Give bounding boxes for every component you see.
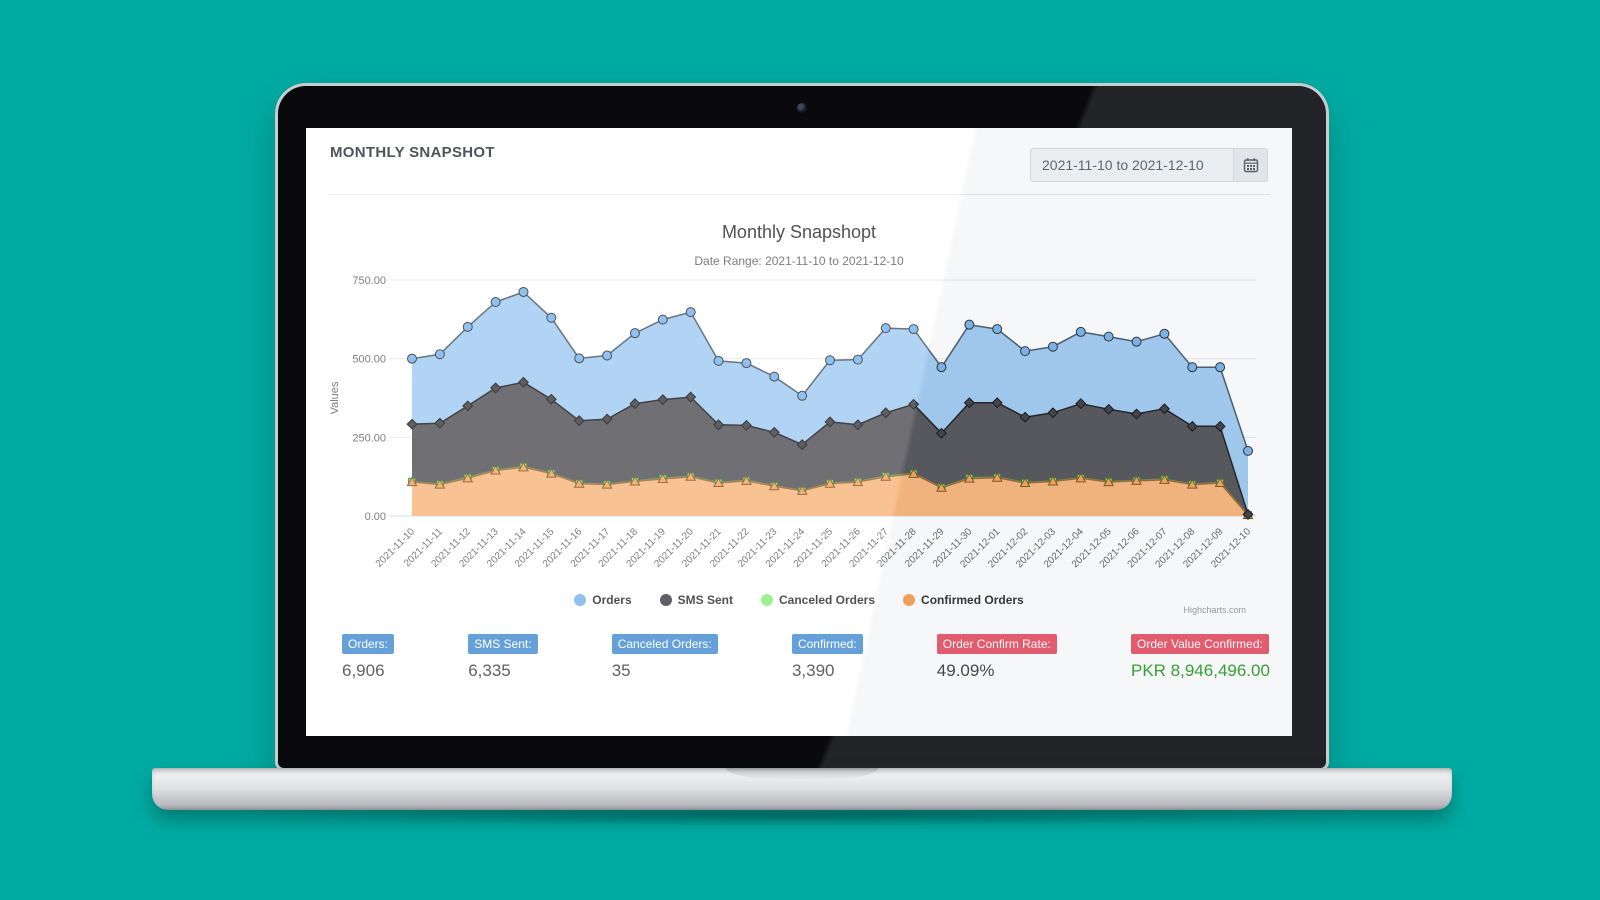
chart-title: Monthly Snapshopt [721,222,877,242]
orders-legend-dot-icon [574,594,587,606]
stat-badge: Order Value Confirmed: [1131,634,1269,654]
legend-item-canceled-orders[interactable]: Canceled Orders [760,593,875,607]
chart-legend: Orders SMS Sent Canceled Orders Confirme… [306,590,1292,610]
stat-canceled-orders: Canceled Orders: 35 [611,634,718,681]
stat-value: 35 [611,661,631,680]
date-range-picker[interactable]: 2021-11-10 to 2021-12-10 [1030,148,1268,182]
stat-orders: Orders: 6,906 [342,634,395,681]
chart-subtitle: Date Range: 2021-11-10 to 2021-12-10 [694,254,904,268]
laptop-base [152,768,1452,810]
highcharts-credit-link[interactable]: Highcharts.com [1183,605,1246,615]
page-title: MONTHLY SNAPSHOT [330,144,495,161]
stat-sms-sent: SMS Sent: 6,335 [468,634,538,681]
stat-badge: SMS Sent: [468,634,538,654]
stat-confirmed: Confirmed: 3,390 [791,634,863,681]
summary-stats-row: Orders: 6,906 SMS Sent: 6,335 Canceled O… [342,634,1270,681]
monthly-snapshot-chart: 750.00500.00250.000.00Values2021-11-1020… [329,275,1256,570]
svg-text:750.00: 750.00 [352,275,386,287]
legend-item-confirmed-orders[interactable]: Confirmed Orders [903,593,1024,607]
webcam-dot [797,103,807,113]
stat-badge: Canceled Orders: [611,634,718,654]
svg-text:0.00: 0.00 [365,511,386,523]
svg-text:Values: Values [329,381,341,414]
canceled-orders-legend-dot-icon [760,594,773,606]
laptop-base-notch [726,768,878,781]
svg-text:500.00: 500.00 [352,354,386,366]
stat-value: 3,390 [791,661,835,680]
calendar-icon[interactable] [1233,149,1267,181]
stat-value: PKR 8,946,496.00 [1131,661,1270,680]
date-range-input[interactable]: 2021-11-10 to 2021-12-10 [1042,157,1204,173]
stat-order-confirm-rate: Order Confirm Rate: 49.09% [936,634,1057,681]
stat-value: 6,335 [468,661,511,680]
legend-item-sms-sent[interactable]: SMS Sent [659,593,733,607]
legend-item-orders[interactable]: Orders [574,593,632,607]
stat-value: 6,906 [342,661,385,680]
svg-text:250.00: 250.00 [352,432,386,444]
stat-badge: Orders: [342,634,395,654]
laptop-screen: MONTHLY SNAPSHOT 2021-11-10 to 2021-12-1… [306,128,1292,736]
stat-badge: Order Confirm Rate: [936,634,1057,654]
stat-badge: Confirmed: [791,634,863,654]
stat-order-value-confirmed: Order Value Confirmed: PKR 8,946,496.00 [1131,634,1270,681]
header-divider [328,194,1270,195]
sms-sent-legend-dot-icon [659,594,672,606]
laptop-lid: MONTHLY SNAPSHOT 2021-11-10 to 2021-12-1… [278,86,1326,768]
stat-value: 49.09% [936,661,995,680]
confirmed-orders-legend-dot-icon [903,594,916,606]
